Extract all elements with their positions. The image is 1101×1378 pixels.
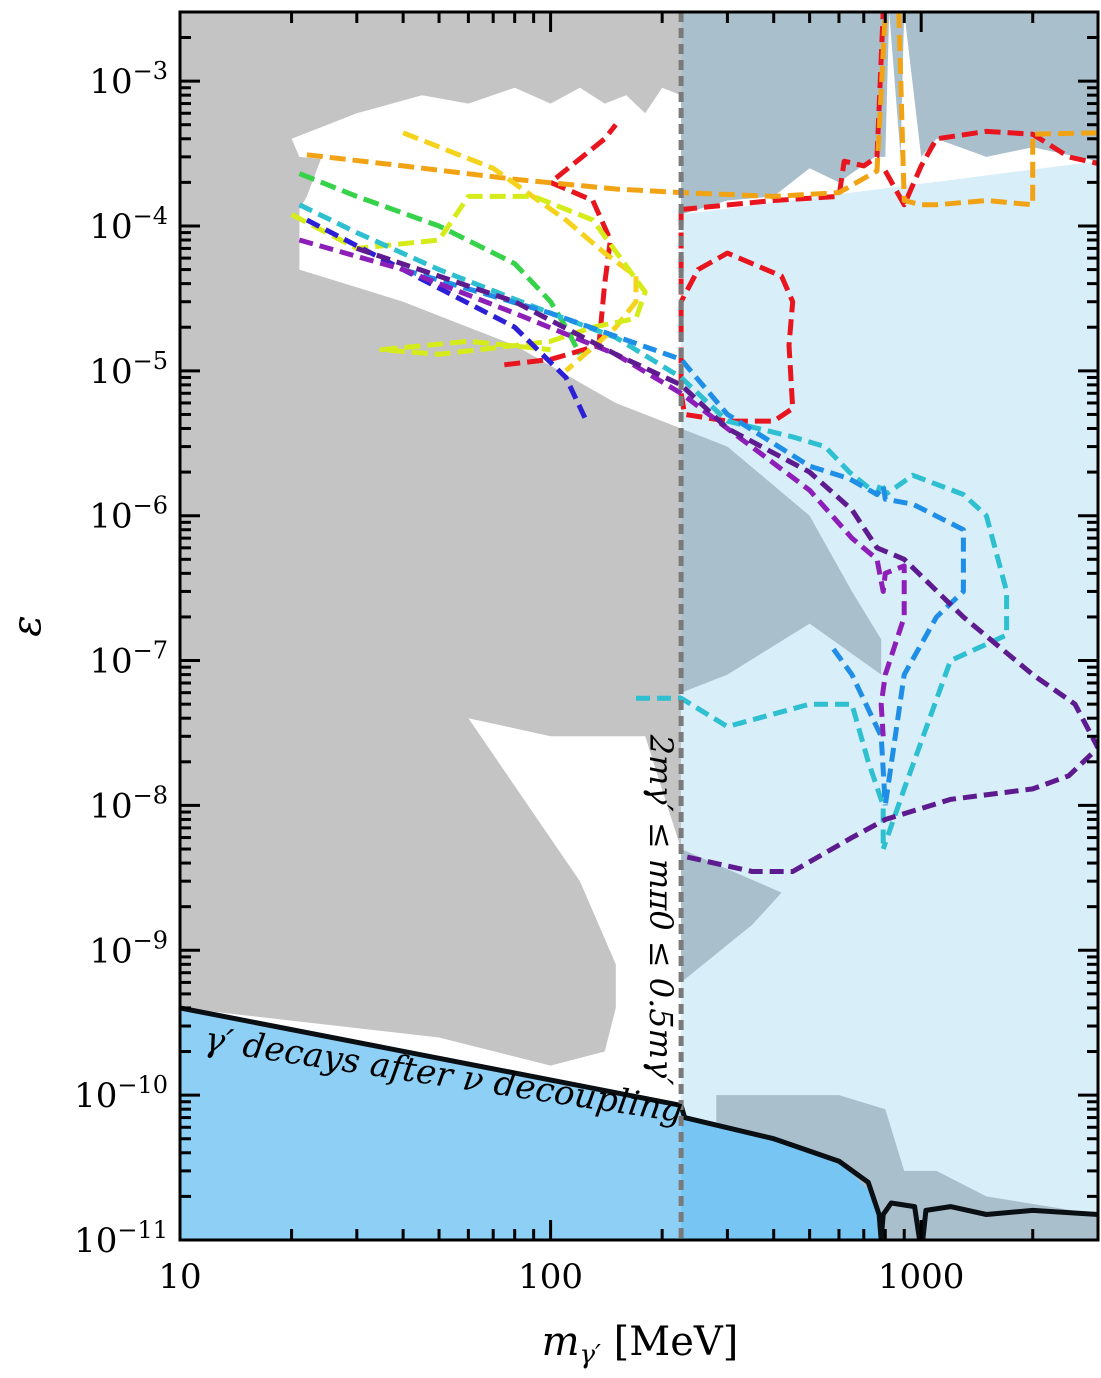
pion-threshold-label: 2mγ′ ≤ mπ0 ≤ 0.5mγ′ bbox=[642, 734, 680, 1087]
x-axis-title-unit: [MeV] bbox=[601, 1319, 738, 1365]
y-tick-label: 10−9 bbox=[89, 926, 168, 971]
decay-boundary-line bbox=[180, 1005, 1098, 1240]
x-axis-title: mγ′ [MeV] bbox=[542, 1319, 739, 1370]
series-line-8 bbox=[298, 171, 583, 356]
y-tick-label: 10−4 bbox=[89, 202, 168, 247]
tick-labels: 10 100 1000 10−3 10−4 10−5 10−6 10−7 10−8 10−9 10−… bbox=[74, 57, 964, 1297]
region-decay-region-right bbox=[681, 1105, 884, 1240]
plot-area bbox=[180, 12, 1098, 1240]
series bbox=[290, 12, 1098, 874]
series-line-2 bbox=[680, 12, 886, 212]
series-line-13 bbox=[305, 217, 589, 423]
series-line-1 bbox=[678, 209, 796, 424]
series-line-12 bbox=[831, 647, 888, 806]
series-line-14 bbox=[298, 237, 907, 737]
ticks bbox=[178, 10, 1100, 1242]
x-tick-label: 10 bbox=[158, 1257, 201, 1297]
y-tick-label: 10−8 bbox=[89, 781, 168, 826]
y-tick-label: 10−11 bbox=[74, 1216, 168, 1261]
series-line-10 bbox=[636, 695, 886, 849]
region-excluded-gray bbox=[180, 12, 682, 1066]
y-tick-label: 10−10 bbox=[74, 1071, 168, 1116]
y-tick-label: 10−6 bbox=[89, 492, 168, 537]
region-shaded-blue-gray-low bbox=[681, 849, 782, 983]
x-tick-label: 1000 bbox=[878, 1257, 965, 1297]
y-tick-label: 10−3 bbox=[89, 57, 168, 102]
regions bbox=[180, 12, 1098, 1240]
series-line-3 bbox=[883, 128, 1098, 208]
y-tick-label: 10−7 bbox=[89, 637, 168, 682]
series-line-7 bbox=[290, 193, 648, 357]
x-tick-label: 100 bbox=[518, 1257, 583, 1297]
y-tick-label: 10−5 bbox=[89, 347, 168, 392]
x-axis-title-subscript: γ′ bbox=[580, 1340, 602, 1370]
region-shaded-blue-gray bbox=[681, 12, 1098, 215]
plot-frame bbox=[178, 10, 1100, 1242]
series-line-11 bbox=[402, 267, 966, 806]
boundary bbox=[180, 1005, 1098, 1240]
x-axis-title-symbol: m bbox=[542, 1319, 580, 1365]
region-shaded-blue-gray-lower bbox=[681, 428, 882, 693]
region-light-blue bbox=[681, 161, 1098, 1240]
y-axis-title: ε bbox=[4, 615, 50, 636]
series-line-5 bbox=[896, 12, 1098, 208]
